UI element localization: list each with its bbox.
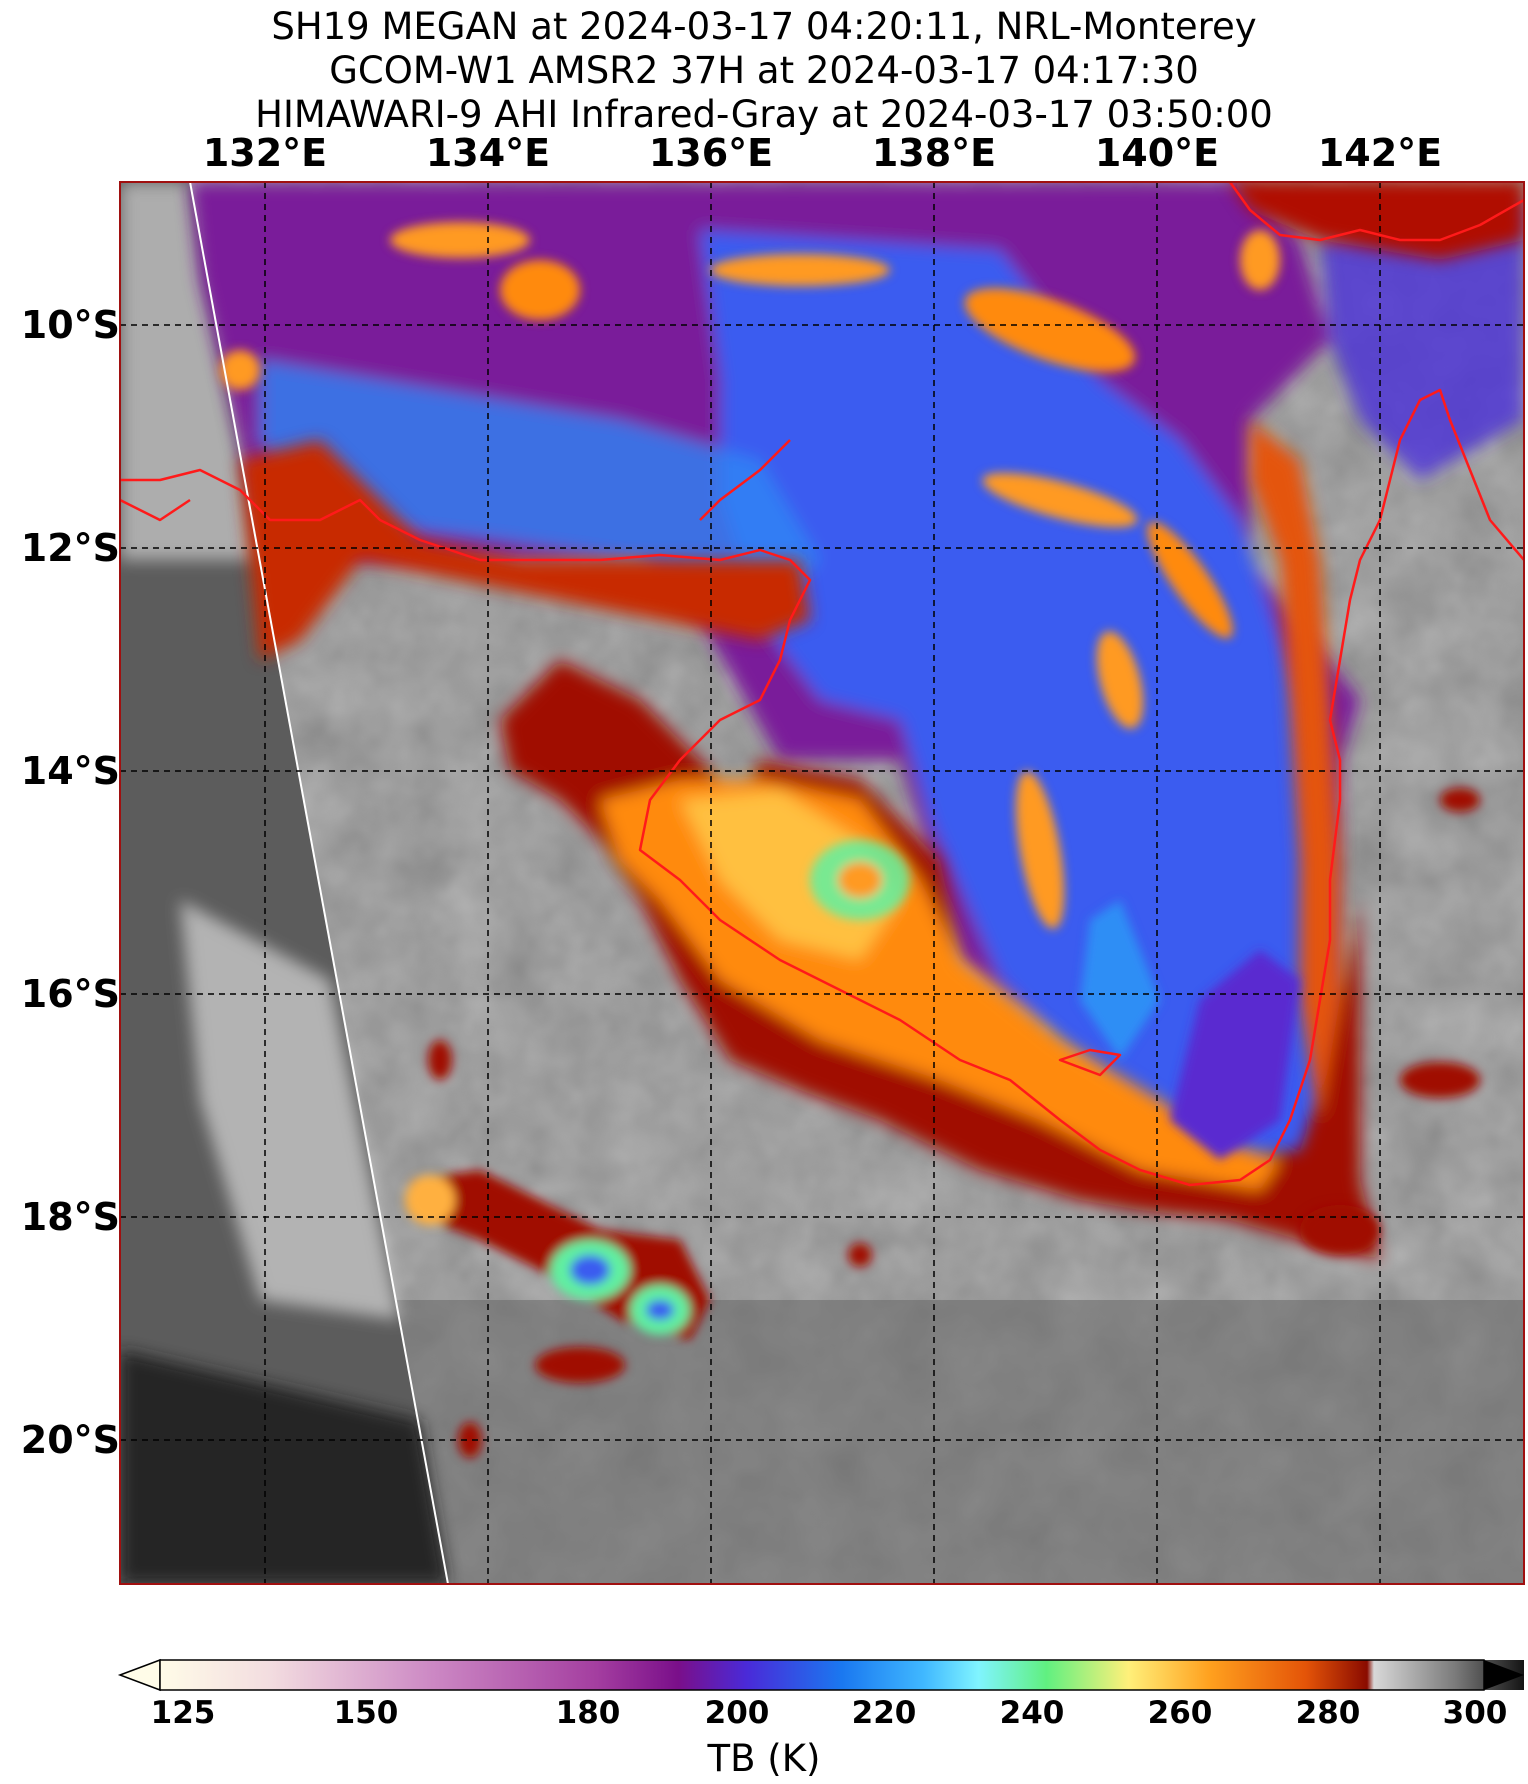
lon-label-134e: 134°E [425,131,551,175]
colorbar [117,1658,1524,1692]
microwave-ocean-field [190,182,1524,1180]
lat-label-14s: 14°S [20,749,120,793]
ir-bright-cloud-south [180,900,400,1320]
lon-label-132e: 132°E [202,131,328,175]
colorbar-tick-150: 150 [333,1695,399,1731]
ir-bright-cloud-north [120,182,260,560]
map-title-line-1: SH19 MEGAN at 2024-03-17 04:20:11, NRL-M… [271,5,1257,48]
colorbar-tick-200: 200 [704,1695,770,1731]
colorbar-extend-low [117,1658,161,1692]
lat-label-12s: 12°S [20,526,120,570]
gridlines [120,182,1524,1584]
colorbar-tick-260: 260 [1147,1695,1213,1731]
lat-label-18s: 18°S [20,1195,120,1239]
colorbar-tick-180: 180 [555,1695,621,1731]
southern-convection [405,788,1480,1458]
colorbar-gradient [160,1660,1524,1690]
map-title-line-2: GCOM-W1 AMSR2 37H at 2024-03-17 04:17:30 [329,49,1199,92]
australia-coastline [120,388,1524,1187]
colorbar-tick-280: 280 [1295,1695,1361,1731]
map-area [120,182,1524,1584]
lat-label-16s: 16°S [20,972,120,1016]
new-guinea-coastline [1228,182,1524,242]
colorbar-tick-240: 240 [999,1695,1065,1731]
colorbar-tick-125: 125 [150,1695,216,1731]
coastlines [120,182,1524,1187]
colorbar-tick-300: 300 [1442,1695,1508,1731]
colorbar-outline [159,1659,1485,1691]
lat-label-10s: 10°S [20,303,120,347]
colorbar-extend-high [1484,1660,1524,1690]
lon-label-140e: 140°E [1094,131,1220,175]
lat-label-20s: 20°S [20,1418,120,1462]
lon-label-142e: 142°E [1317,131,1443,175]
lon-label-138e: 138°E [871,131,997,175]
microwave-inner-core [810,840,1300,1160]
ir-dark-region [120,1350,448,1584]
microwave-warm-band [240,182,1524,1260]
colorbar-tick-220: 220 [851,1695,917,1731]
colorbar-label: TB (K) [707,1737,821,1780]
island-coastline [699,439,791,521]
northwest-coastline [120,498,191,522]
swath-edge-line [189,182,449,1584]
microwave-streaks [220,222,1280,929]
map-title-line-3: HIMAWARI-9 AHI Infrared-Gray at 2024-03-… [255,93,1273,136]
map-frame [119,181,1525,1585]
mornington-island-coastline [1058,1048,1122,1077]
lon-label-136e: 136°E [648,131,774,175]
